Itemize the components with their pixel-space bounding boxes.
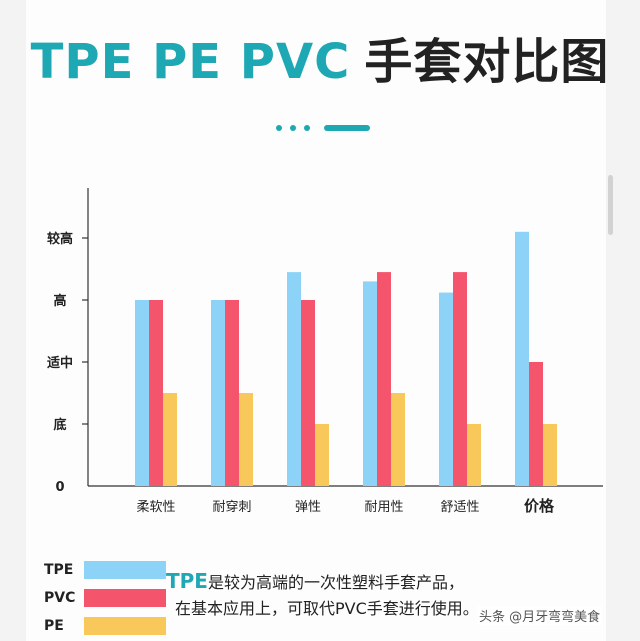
chart-note: TPE是较为高端的一次性塑料手套产品， 在基本应用上，可取代PVC手套进行使用。 (166, 568, 479, 622)
y-tick-label: 高 (53, 293, 66, 309)
divider-dot (276, 125, 282, 131)
bar-pe (239, 393, 253, 486)
y-tick-label: 0 (55, 480, 64, 495)
bar-tpe (363, 281, 377, 486)
note-line-1-text: 是较为高端的一次性塑料手套产品， (207, 573, 464, 592)
legend-swatch (84, 589, 166, 607)
bar-pvc (225, 300, 239, 486)
bar-tpe (287, 272, 301, 486)
bar-tpe (439, 292, 453, 486)
divider-bar (324, 125, 370, 131)
y-tick-label: 底 (53, 417, 66, 433)
scrollbar-thumb[interactable] (608, 175, 613, 235)
y-tick-label: 适中 (47, 355, 73, 371)
bar-tpe (135, 300, 149, 486)
bar-pe (163, 393, 177, 486)
bar-pvc (301, 300, 315, 486)
bar-pe (391, 393, 405, 486)
left-margin (0, 0, 26, 641)
bar-tpe (211, 300, 225, 486)
x-tick-label: 耐穿刺 (212, 499, 251, 515)
scrollbar[interactable] (606, 0, 640, 641)
note-highlight: TPE (166, 569, 208, 593)
x-tick-label: 弹性 (295, 500, 321, 515)
legend-label: PVC (44, 590, 76, 606)
x-tick-label: 耐用性 (364, 500, 403, 515)
title-cjk: 手套对比图 (364, 34, 610, 90)
bar-pvc (529, 362, 543, 486)
bar-pe (315, 424, 329, 486)
divider-dot (304, 125, 310, 131)
watermark: 头条 @月牙弯弯美食 (477, 606, 603, 625)
x-tick-label: 舒适性 (440, 500, 479, 515)
bar-pe (543, 424, 557, 486)
bar-pe (467, 424, 481, 486)
note-line-1: TPE是较为高端的一次性塑料手套产品， (166, 568, 479, 596)
page-title: TPE PE PVC 手套对比图 (0, 22, 640, 92)
note-line-2: 在基本应用上，可取代PVC手套进行使用。 (175, 599, 479, 618)
bar-pvc (149, 300, 163, 486)
legend-swatch (84, 617, 166, 635)
divider-dot (290, 125, 296, 131)
legend-label: TPE (44, 562, 74, 578)
y-tick-label: 较高 (47, 231, 73, 247)
bar-pvc (453, 272, 467, 486)
title-latin: TPE PE PVC (30, 34, 351, 90)
bar-tpe (515, 231, 529, 486)
bar-pvc (377, 272, 391, 486)
legend-label: PE (44, 618, 64, 634)
x-tick-label: 价格 (524, 497, 555, 515)
legend-swatch (84, 561, 166, 579)
x-tick-label: 柔软性 (136, 500, 175, 515)
